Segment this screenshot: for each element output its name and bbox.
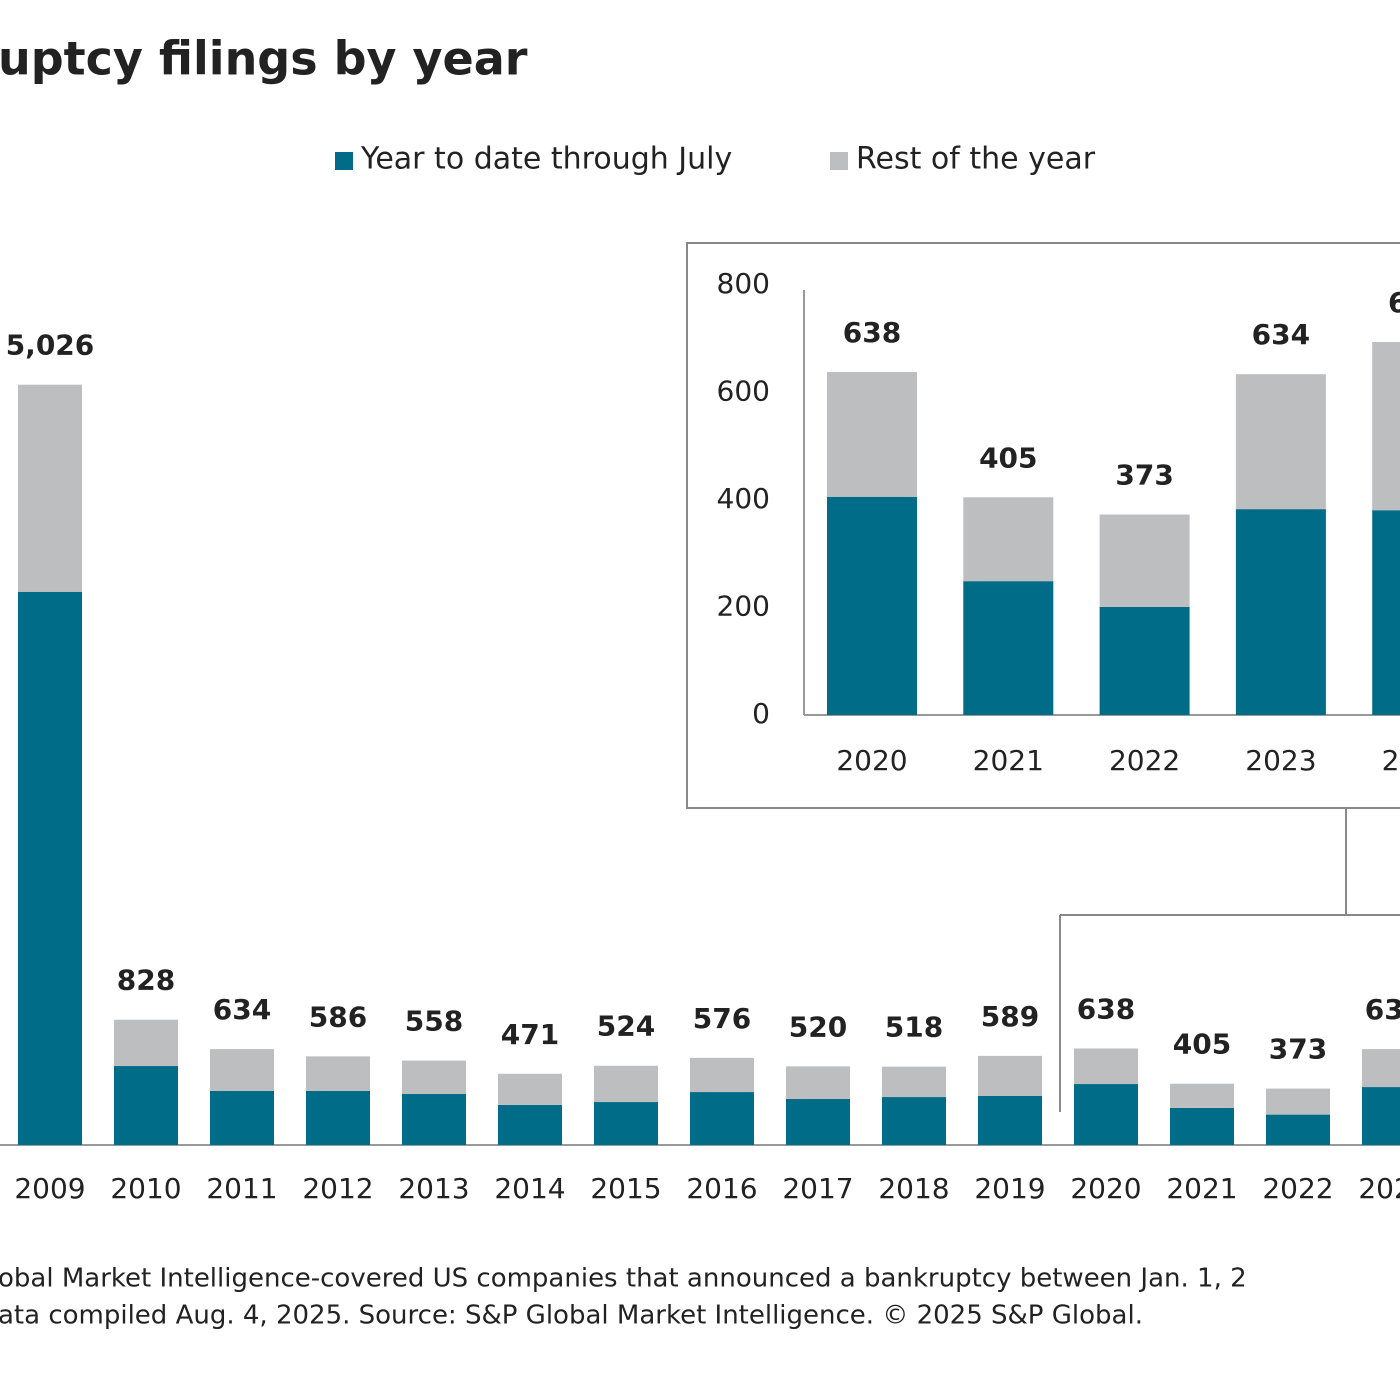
bar-segment xyxy=(1074,1048,1138,1085)
bar-segment xyxy=(1362,1087,1400,1145)
value-label: 634 xyxy=(1252,318,1310,351)
chart-title: uptcy filings by year xyxy=(0,32,528,86)
x-tick-label: 2018 xyxy=(878,1172,949,1205)
x-tick-label: 2022 xyxy=(1109,744,1180,777)
bar-segment xyxy=(18,384,82,592)
legend-swatch xyxy=(335,152,353,170)
x-tick-label: 2016 xyxy=(686,1172,757,1205)
value-label: 828 xyxy=(117,964,175,997)
bar-segment xyxy=(1235,374,1326,510)
legend-swatch xyxy=(830,152,848,170)
y-tick-label: 400 xyxy=(717,482,770,515)
value-label: 634 xyxy=(213,993,271,1026)
value-label: 373 xyxy=(1115,459,1173,492)
bar-segment xyxy=(963,581,1054,715)
x-tick-label: 2020 xyxy=(836,744,907,777)
bar-segment xyxy=(786,1099,850,1145)
bar-segment xyxy=(210,1090,274,1145)
x-tick-label: 2023 xyxy=(1245,744,1316,777)
value-label: 576 xyxy=(693,1002,751,1035)
value-label: 518 xyxy=(885,1011,943,1044)
x-tick-label: 2010 xyxy=(110,1172,181,1205)
x-tick-label: 2009 xyxy=(14,1172,85,1205)
value-label: 558 xyxy=(405,1005,463,1038)
bar-segment xyxy=(1372,341,1400,511)
x-tick-label: 2022 xyxy=(1262,1172,1333,1205)
x-tick-label: 2011 xyxy=(206,1172,277,1205)
bar-segment xyxy=(18,591,82,1145)
x-tick-label: 2023 xyxy=(1358,1172,1400,1205)
inset-frame xyxy=(686,242,1400,809)
y-tick-label: 0 xyxy=(752,697,770,730)
bar-segment xyxy=(827,372,917,497)
bar-segment xyxy=(498,1073,562,1105)
x-tick-label: 2021 xyxy=(973,744,1044,777)
y-tick-label: 800 xyxy=(717,267,770,300)
value-label: 471 xyxy=(501,1018,559,1051)
value-label: 586 xyxy=(309,1000,367,1033)
value-label: 405 xyxy=(1173,1028,1231,1061)
legend-label: Year to date through July xyxy=(360,142,732,177)
bar-segment xyxy=(1170,1107,1234,1145)
value-label: 634 xyxy=(1365,993,1400,1026)
bar-segment xyxy=(306,1090,370,1145)
bar-segment xyxy=(114,1066,178,1145)
bar-segment xyxy=(1074,1084,1138,1145)
bar-segment xyxy=(1362,1049,1400,1088)
value-label: 5,026 xyxy=(6,329,95,362)
bar-segment xyxy=(498,1104,562,1145)
bar-segment xyxy=(594,1102,658,1145)
bar-segment xyxy=(1170,1083,1234,1108)
footnote: obal Market Intelligence-covered US comp… xyxy=(0,1264,1247,1294)
value-label: 405 xyxy=(979,441,1037,474)
x-tick-label: 2012 xyxy=(302,1172,373,1205)
x-tick-label: 2019 xyxy=(974,1172,1045,1205)
x-tick-label: 2014 xyxy=(494,1172,565,1205)
value-label: 589 xyxy=(981,1000,1039,1033)
bar-segment xyxy=(1266,1114,1330,1145)
bar-segment xyxy=(827,496,917,715)
x-tick-label: 2024 xyxy=(1382,744,1400,777)
bar-segment xyxy=(306,1056,370,1091)
value-label: 638 xyxy=(1077,992,1135,1025)
bar-segment xyxy=(210,1049,274,1091)
bar-segment xyxy=(1235,509,1326,715)
bar-segment xyxy=(690,1057,754,1093)
bar-segment xyxy=(978,1055,1042,1096)
value-label: 638 xyxy=(843,316,901,349)
bar-segment xyxy=(978,1095,1042,1145)
bar-segment xyxy=(402,1060,466,1095)
bar-segment xyxy=(1099,514,1190,607)
value-label: 520 xyxy=(789,1010,847,1043)
legend-label: Rest of the year xyxy=(856,142,1096,177)
x-tick-label: 2015 xyxy=(590,1172,661,1205)
bar-segment xyxy=(882,1097,946,1145)
bar-segment xyxy=(402,1094,466,1145)
bar-segment xyxy=(1372,510,1400,715)
footnote: ata compiled Aug. 4, 2025. Source: S&P G… xyxy=(0,1301,1143,1331)
bar-segment xyxy=(963,497,1054,582)
bar-segment xyxy=(882,1066,946,1098)
value-label: 694 xyxy=(1388,286,1400,319)
y-tick-label: 600 xyxy=(717,375,770,408)
value-label: 524 xyxy=(597,1010,655,1043)
bar-segment xyxy=(1266,1088,1330,1115)
x-tick-label: 2020 xyxy=(1070,1172,1141,1205)
bar-segment xyxy=(114,1019,178,1067)
x-tick-label: 2013 xyxy=(398,1172,469,1205)
x-tick-label: 2017 xyxy=(782,1172,853,1205)
y-tick-label: 200 xyxy=(717,590,770,623)
x-tick-label: 2021 xyxy=(1166,1172,1237,1205)
connector xyxy=(1059,808,1400,1112)
bar-segment xyxy=(690,1092,754,1145)
bar-segment xyxy=(594,1065,658,1103)
bar-segment xyxy=(786,1066,850,1100)
value-label: 373 xyxy=(1269,1033,1327,1066)
bar-segment xyxy=(1099,606,1190,715)
